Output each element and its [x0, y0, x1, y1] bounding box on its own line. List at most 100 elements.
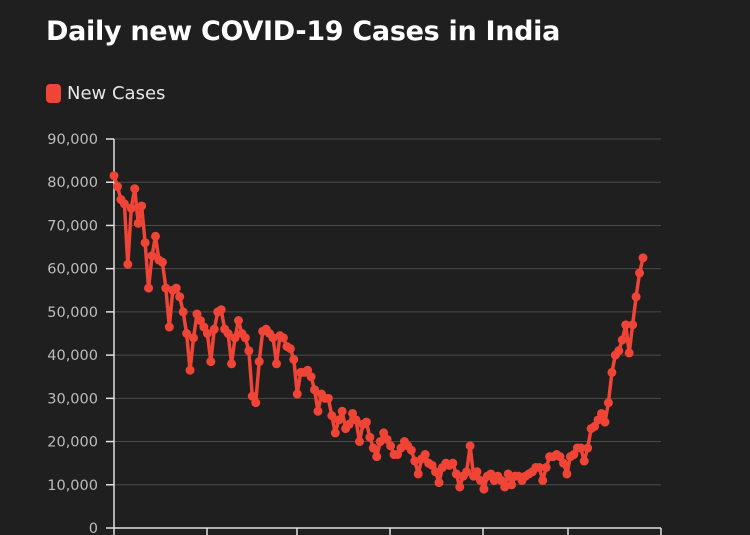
data-point [240, 333, 250, 343]
data-point [157, 257, 167, 267]
data-point [292, 389, 302, 399]
data-point [472, 467, 482, 477]
data-point [500, 482, 510, 492]
data-point [123, 259, 133, 269]
data-point [182, 329, 192, 338]
data-point [386, 441, 396, 451]
data-point [431, 467, 441, 477]
data-point [147, 251, 157, 261]
data-point [185, 365, 195, 375]
data-point [562, 469, 572, 479]
data-point [330, 428, 340, 438]
data-point [579, 456, 589, 466]
data-point [171, 283, 181, 293]
data-point [230, 333, 240, 343]
data-point [368, 443, 378, 453]
data-point [202, 329, 212, 338]
data-point [306, 372, 316, 382]
data-point [206, 357, 216, 367]
data-point [600, 417, 610, 427]
legend-label-new-cases: New Cases [67, 83, 166, 104]
data-point [375, 437, 385, 447]
data-point [406, 445, 416, 455]
data-point [133, 218, 143, 228]
data-point [607, 367, 617, 377]
data-point [420, 450, 430, 460]
data-point [227, 359, 237, 369]
data-point [334, 415, 344, 425]
data-point [597, 408, 607, 418]
data-point [289, 354, 299, 364]
data-point [413, 469, 423, 479]
data-point [462, 467, 472, 477]
data-point [614, 346, 624, 356]
y-tick-label: 60,000 [47, 262, 98, 278]
data-point [455, 482, 465, 492]
data-point [628, 320, 638, 330]
data-point [278, 333, 288, 343]
data-point [351, 415, 361, 425]
data-point [475, 475, 485, 485]
data-point [410, 456, 420, 466]
data-point [365, 432, 375, 442]
data-point [144, 283, 154, 293]
data-point [175, 292, 185, 302]
data-point [583, 443, 593, 453]
data-point [507, 480, 517, 490]
data-point [327, 411, 337, 421]
data-point [344, 419, 354, 429]
data-point [451, 469, 461, 479]
y-tick-label: 80,000 [47, 175, 98, 191]
y-axis: 0 10,000 20,000 30,000 40,000 50,000 60,000 70,… [47, 132, 114, 535]
data-point [119, 199, 129, 209]
data-point [209, 324, 219, 334]
y-tick-label: 10,000 [47, 478, 98, 494]
y-tick-label: 0 [89, 521, 98, 535]
data-point [223, 329, 233, 338]
data-point [337, 406, 347, 416]
data-point [285, 344, 295, 354]
data-point [164, 322, 174, 332]
data-point [126, 203, 136, 213]
data-point [130, 184, 140, 194]
data-point [465, 441, 475, 451]
chart-title: Daily new COVID-19 Cases in India [46, 16, 561, 47]
data-point [268, 333, 278, 343]
data-point [448, 458, 458, 468]
legend: New Cases [46, 83, 165, 104]
data-point [216, 305, 226, 315]
data-point [244, 346, 254, 356]
data-point [372, 452, 382, 462]
data-point [541, 462, 551, 472]
data-point [621, 320, 631, 330]
y-tick-label: 30,000 [47, 391, 98, 407]
y-tick-label: 20,000 [47, 435, 98, 451]
data-point [538, 475, 548, 485]
data-point [576, 443, 586, 453]
data-point [534, 462, 544, 472]
data-point [137, 201, 147, 211]
gridlines [114, 138, 661, 486]
y-tick-label: 50,000 [47, 305, 98, 321]
data-point [617, 335, 627, 345]
data-point [323, 393, 333, 403]
data-point [624, 348, 634, 358]
data-point [178, 307, 188, 317]
series-new-cases [109, 171, 648, 494]
data-point [503, 469, 513, 479]
y-tick-label: 40,000 [47, 348, 98, 364]
data-point [558, 458, 568, 468]
data-point [150, 231, 160, 241]
data-point [112, 182, 122, 192]
data-point [635, 268, 645, 278]
data-point [638, 253, 648, 263]
data-point [189, 333, 199, 343]
data-point [313, 406, 323, 416]
data-point [109, 171, 119, 181]
data-point [354, 437, 364, 447]
y-tick-label: 70,000 [47, 218, 98, 234]
data-point [272, 359, 282, 369]
data-point [479, 484, 489, 494]
legend-swatch-new-cases [46, 84, 61, 103]
